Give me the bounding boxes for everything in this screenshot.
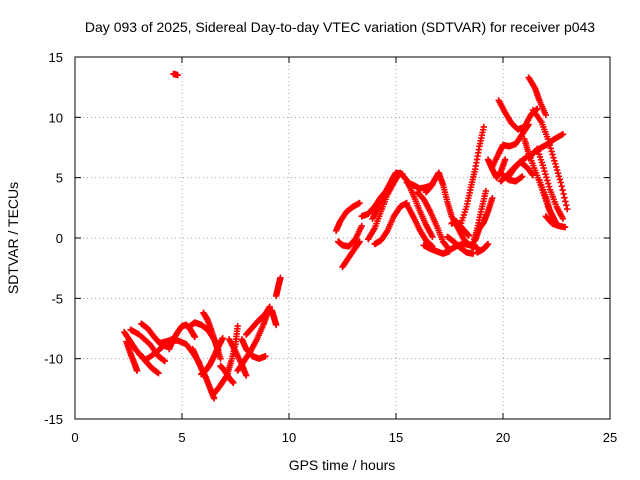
data-point [552,163,560,171]
data-point [155,369,162,377]
data-point [540,164,547,172]
x-tick-label: 0 [71,430,78,445]
data-point [561,194,568,201]
data-point [556,176,564,183]
data-point [552,160,559,168]
data-point [557,179,564,186]
data-point [559,215,567,222]
data-point [544,135,552,143]
y-tick-label: -15 [44,412,63,427]
x-tick-labels: 0 5 10 15 20 25 [71,430,617,445]
data-point [262,353,269,360]
data-point [559,131,567,138]
data-point [561,223,569,231]
data-point [133,367,141,374]
data-point [551,157,558,164]
data-point [555,173,563,180]
data-point [528,170,536,178]
y-tick-label: 5 [56,171,63,186]
x-tick-label: 10 [282,430,296,445]
data-point [356,199,363,207]
data-point [277,274,284,282]
data-point [550,154,557,161]
y-tick-label: -10 [44,352,63,367]
data-point [501,156,509,163]
data-point [482,187,490,195]
data-point [469,250,477,257]
y-tick-label: 10 [49,110,63,125]
data-point [234,322,241,330]
data-point [542,171,549,178]
data-point [542,111,549,119]
data-point [563,202,570,209]
x-tick-label: 25 [603,430,617,445]
data-point [564,205,571,213]
y-tick-label: 15 [49,50,63,65]
data-point [541,167,548,175]
data-point [519,173,526,180]
data-point [191,333,199,341]
data-point [553,220,560,227]
data-point [562,198,569,205]
data-point [560,190,567,198]
data-point [266,303,273,310]
x-axis-label: GPS time / hours [289,457,396,473]
data-point [358,222,365,230]
data-point [548,148,555,155]
data-point [549,151,556,158]
y-tick-label: 0 [56,231,63,246]
data-point [356,238,363,245]
x-tick-label: 5 [178,430,185,445]
data-point [480,123,487,131]
axis-ticks [74,56,611,420]
data-point [465,232,472,239]
data-point [230,379,237,386]
data-point [544,177,551,184]
data-point [429,233,436,240]
x-tick-label: 15 [389,430,403,445]
data-point [161,357,169,365]
y-axis-label: SDTVAR / TECUs [5,182,21,294]
data-point [546,142,553,149]
data-point [217,355,224,362]
data-point [272,321,280,329]
data-point [545,183,553,190]
data-points [121,70,571,402]
data-point [543,174,550,181]
data-point [489,194,496,202]
data-point [545,138,553,146]
data-point [219,334,226,342]
data-point [547,145,554,152]
data-point [243,372,250,379]
data-point [484,240,492,248]
data-point [553,166,561,174]
y-tick-label: -5 [51,291,63,306]
data-point [554,169,562,177]
x-tick-label: 20 [496,430,510,445]
chart-title: Day 093 of 2025, Sidereal Day-to-day VTE… [85,19,595,35]
data-point [559,186,566,194]
y-tick-labels: -15 -10 -5 0 5 10 15 [44,50,63,427]
data-point [545,180,552,187]
data-point [174,71,181,79]
data-point [558,183,565,190]
grid-lines [75,57,610,419]
